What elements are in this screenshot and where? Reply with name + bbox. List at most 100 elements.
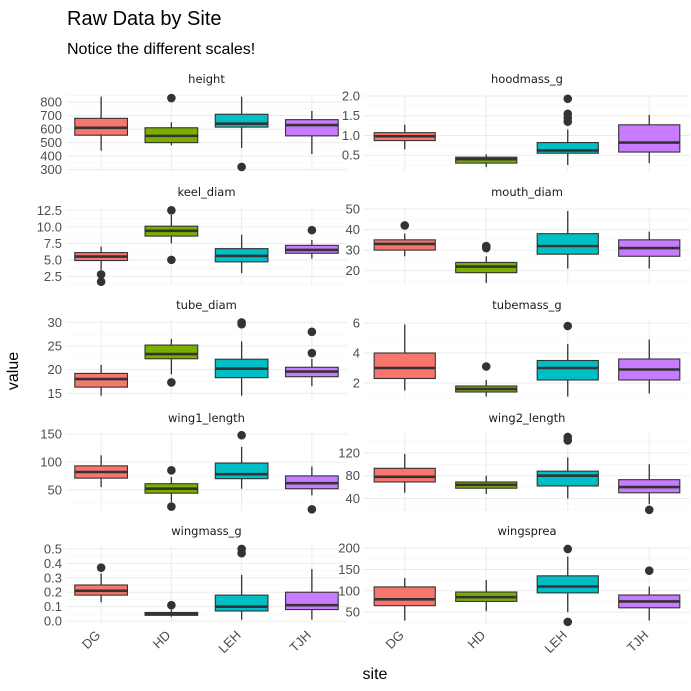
boxplot-LEH [214, 544, 269, 620]
boxplot-DG [373, 577, 436, 621]
outlier-point [167, 93, 176, 103]
outlier-point [237, 544, 246, 554]
boxplot-HD [455, 362, 518, 397]
x-tick-label: HD [150, 628, 174, 652]
outlier-point [307, 348, 317, 358]
box-iqr [618, 124, 681, 153]
y-tick-label: 6 [353, 316, 360, 331]
facet-panel-hoodmass_g: hoodmass_g 0.5 1.0 1.5 2.0 [342, 72, 690, 171]
y-tick-label: 2.5 [44, 269, 62, 284]
boxplot-TJH [618, 339, 681, 394]
facet-strip-label: tube_diam [176, 298, 237, 312]
outlier-point [644, 505, 654, 515]
boxplot-HD [144, 93, 199, 146]
y-tick-label: 150 [40, 427, 62, 442]
outlier-point [481, 241, 491, 251]
outlier-point [96, 563, 106, 572]
y-tick-label: 150 [338, 562, 360, 577]
facet-panel-wing1_length: wing1_length 50 100 150 [40, 411, 347, 514]
boxplot-TJH [618, 114, 681, 164]
x-tick-label: LEH [541, 628, 569, 656]
box-iqr [373, 352, 436, 380]
y-tick-label: 300 [40, 162, 62, 177]
y-tick-label: 4 [353, 346, 360, 361]
box-iqr [536, 233, 599, 255]
boxplot-TJH [284, 225, 339, 259]
outlier-point [237, 318, 246, 327]
y-tick-label: 2.0 [342, 88, 360, 103]
facet-panel-wingsprea: wingsprea 50 100 150 200 DG HD LEH TJH [338, 524, 690, 656]
y-tick-label: 50 [48, 482, 62, 497]
facet-strip-label: tubemass_g [492, 298, 561, 312]
boxplot-DG [373, 324, 436, 391]
boxplot-LEH [536, 94, 599, 166]
boxplot-LEH [214, 318, 269, 396]
y-tick-label: 800 [40, 95, 62, 110]
y-tick-label: 400 [40, 149, 62, 164]
y-tick-label: 40 [346, 491, 360, 506]
chart-title: Raw Data by Site [67, 8, 222, 30]
outlier-point [307, 505, 317, 514]
y-tick-label: 1.5 [342, 108, 360, 123]
y-tick-label: 120 [338, 445, 360, 460]
boxplot-DG [74, 96, 129, 151]
y-tick-label: 0.1 [44, 599, 62, 614]
y-tick-label: 500 [40, 135, 62, 150]
y-tick-label: 600 [40, 122, 62, 137]
boxplot-HD [144, 206, 199, 265]
y-tick-label: 100 [338, 583, 360, 598]
facet-strip-label: mouth_diam [491, 185, 563, 199]
boxplot-LEH [536, 432, 599, 499]
outlier-point [307, 225, 317, 235]
outlier-point [96, 277, 106, 286]
box-iqr [373, 467, 436, 483]
box-iqr [536, 359, 599, 381]
boxplot-LEH [536, 211, 599, 269]
x-tick-label: DG [382, 628, 406, 652]
x-axis-title: site [363, 666, 388, 683]
facet-panel-tubemass_g: tubemass_g 2 4 6 [353, 298, 690, 399]
y-tick-label: 7.5 [44, 236, 62, 251]
boxplot-TJH [618, 566, 681, 621]
chart-subtitle: Notice the different scales! [67, 41, 255, 58]
outlier-point [167, 378, 176, 387]
y-axis-title: value [5, 352, 22, 390]
facet-strip-label: keel_diam [177, 185, 235, 199]
boxplot-LEH [214, 430, 269, 489]
facet-panel-mouth_diam: mouth_diam 20 30 40 50 [346, 185, 690, 285]
outlier-point [167, 600, 176, 610]
x-tick-label: HD [464, 628, 488, 652]
y-tick-label: 30 [48, 315, 62, 330]
boxplot-TJH [618, 231, 681, 269]
boxplot-HD [144, 600, 199, 617]
boxplot-LEH [214, 96, 269, 172]
y-tick-label: 0.3 [44, 570, 62, 585]
y-tick-label: 0.5 [342, 148, 360, 163]
facet-panel-tube_diam: tube_diam 15 20 25 30 [48, 298, 347, 401]
outlier-point [167, 255, 176, 265]
facet-strip-label: wingmass_g [171, 524, 241, 538]
box-iqr [284, 119, 339, 137]
y-tick-label: 15 [48, 386, 62, 401]
boxplot-DG [74, 246, 129, 286]
boxplot-DG [74, 563, 129, 603]
y-tick-label: 0.0 [44, 614, 62, 629]
y-tick-label: 40 [346, 222, 360, 237]
y-tick-label: 1.0 [342, 128, 360, 143]
boxplot-TJH [284, 569, 339, 620]
outlier-point [563, 94, 573, 104]
boxplot-HD [144, 338, 199, 387]
boxplot-TJH [618, 464, 681, 515]
boxplot-HD [455, 154, 518, 168]
boxplot-DG [74, 364, 129, 396]
outlier-point [307, 327, 317, 337]
y-tick-label: 5.0 [44, 252, 62, 267]
y-tick-label: 2 [353, 376, 360, 391]
y-tick-label: 0.4 [44, 556, 62, 571]
outlier-point [400, 221, 410, 230]
facet-strip-label: height [188, 72, 225, 86]
y-tick-label: 80 [346, 468, 360, 483]
